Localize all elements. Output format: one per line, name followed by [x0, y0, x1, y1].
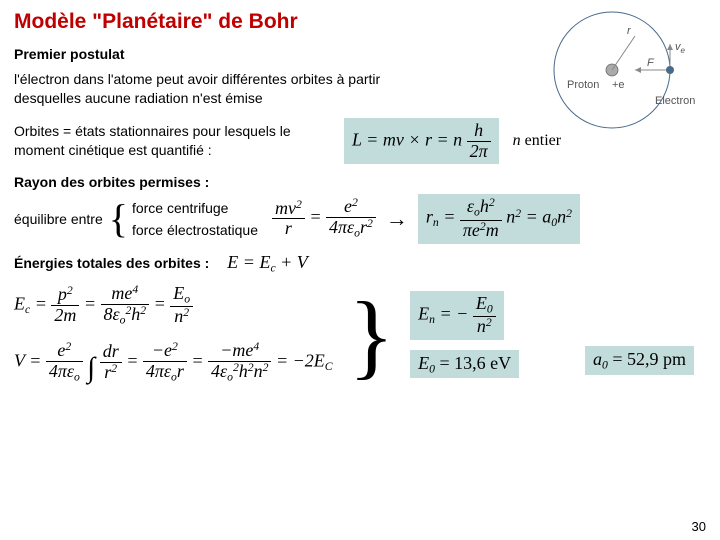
intro-text: l'électron dans l'atome peut avoir diffé…	[14, 70, 384, 108]
svg-text:ve: ve	[675, 41, 686, 55]
svg-text:F: F	[647, 57, 655, 69]
brace-icon: {	[109, 199, 128, 239]
energies-label: Énergies totales des orbites :	[14, 255, 209, 271]
formula-force-balance: mv2r = e24πεor2	[272, 197, 376, 240]
formula-total-energy: E = Ec + V	[227, 252, 307, 275]
svg-text:Electron: Electron	[655, 95, 695, 107]
formula-ground-energy: E0 = 13,6 eV	[410, 350, 519, 379]
svg-text:+e: +e	[612, 79, 625, 91]
arrow-icon: →	[386, 206, 408, 232]
force-electrostatique-label: force électrostatique	[132, 222, 258, 238]
formula-energy-level: En = − E0n2	[410, 291, 503, 340]
equilibre-text: équilibre entre	[14, 211, 103, 227]
formula-orbit-radius: rn = εoh2πe2m n2 = a0n2	[418, 194, 580, 243]
svg-text:r: r	[627, 25, 632, 37]
formula-bohr-radius: a0 = 52,9 pm	[585, 346, 694, 375]
formula-kinetic-energy: Ec = p22m = me48εo2h2 = Eon2	[14, 284, 333, 327]
rayon-label: Rayon des orbites permises :	[14, 174, 706, 190]
big-brace-icon: }	[349, 295, 395, 375]
formula-potential-energy: V = e24πεo ∫ drr2 = −e24πεor = −me44εo2h…	[14, 341, 333, 385]
formula-angular-momentum: L = mv × r = n h2π	[344, 118, 499, 165]
page-number: 30	[692, 519, 706, 534]
svg-text:Proton: Proton	[567, 79, 599, 91]
atom-diagram: r F ve Proton +e Electron	[527, 6, 702, 141]
orbit-statement: Orbites = états stationnaires pour lesqu…	[14, 122, 314, 160]
force-centrifuge-label: force centrifuge	[132, 200, 258, 216]
